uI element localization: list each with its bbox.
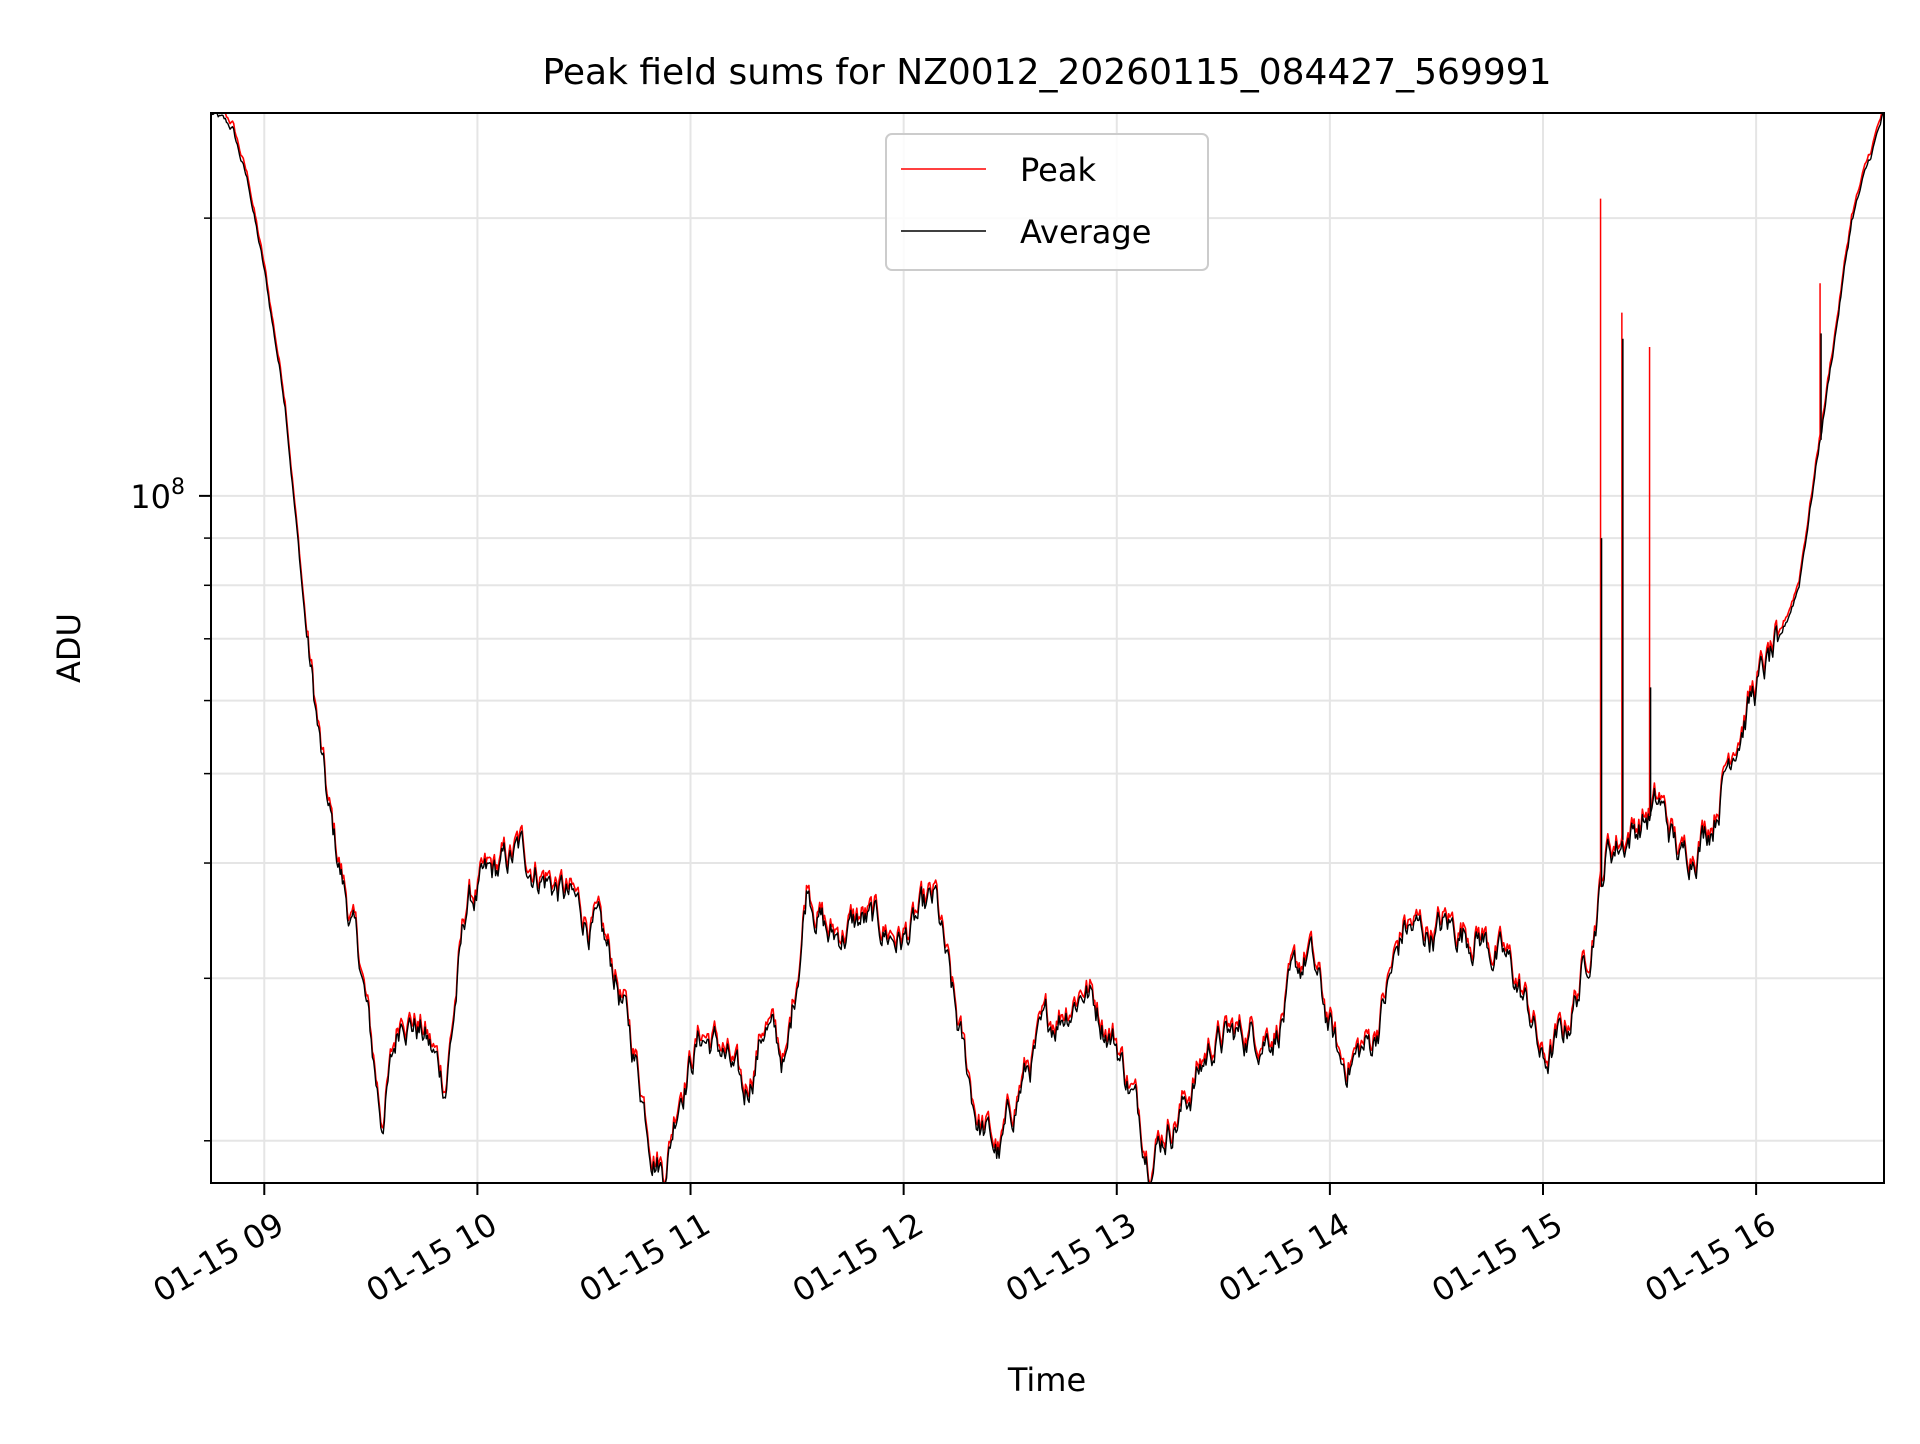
x-axis-label: Time <box>1007 1361 1086 1399</box>
legend-box <box>885 133 1209 271</box>
plot-frame <box>210 112 1885 1184</box>
legend: Peak Average <box>885 133 1209 271</box>
series-line-average <box>210 112 1884 1184</box>
spike-layer <box>1599 198 1822 887</box>
chart-title: Peak field sums for NZ0012_20260115_0844… <box>542 52 1551 93</box>
y-tick-label: 108 <box>130 475 185 516</box>
y-axis: 108 <box>130 217 211 1142</box>
series-layer <box>210 112 1884 1184</box>
y-axis-label: ADU <box>50 613 88 683</box>
legend-peak-label: Peak <box>1020 151 1096 189</box>
legend-average-label: Average <box>1020 213 1151 251</box>
